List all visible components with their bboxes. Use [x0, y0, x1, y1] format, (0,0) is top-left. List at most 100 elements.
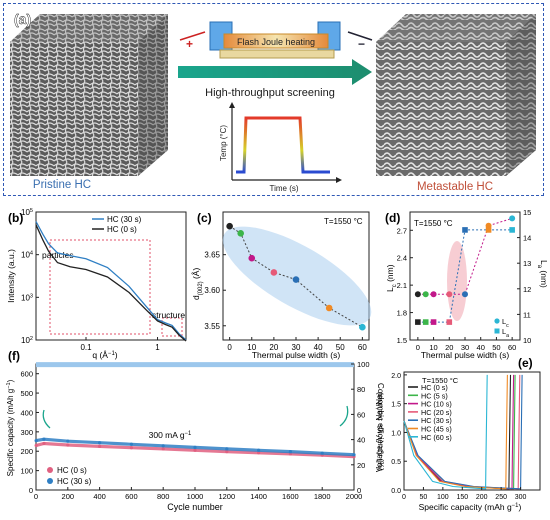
panel-d-y2tick-label: 11	[523, 310, 531, 319]
panel-f-xtick-label: 800	[157, 492, 170, 501]
panel-d-lc-point	[422, 291, 429, 298]
panel-c-point	[359, 323, 366, 331]
legend-hc0: HC (0 s)	[107, 225, 137, 234]
panel-d-ylabel: Lc (nm)	[385, 264, 398, 292]
panel-c-xtick-label: 0	[227, 343, 232, 352]
panel-d-xtick-label: 20	[445, 343, 453, 352]
panel-f-arrow-right	[339, 405, 349, 427]
panel-f-point-0	[98, 444, 102, 448]
panel-f-point-1	[98, 441, 102, 445]
panel-f-legend-hc0-marker	[47, 467, 53, 473]
panel-e-label: (e)	[518, 356, 533, 370]
pristine-hc-cube-image	[10, 14, 168, 176]
panel-f-ytick-label: 200	[20, 447, 33, 456]
panel-f-point-1	[257, 448, 261, 452]
panel-e-legend-1: HC (5 s)	[421, 391, 448, 400]
panel-f-ytick-label: 600	[20, 370, 33, 379]
panel-f-y2tick-label: 40	[357, 436, 365, 445]
panel-e-ytick-label: 0.0	[391, 488, 401, 495]
panel-e-xlabel: Specific capacity (mAh g−1)	[419, 502, 522, 512]
panel-c-point	[325, 304, 333, 312]
panel-b: (b) particles structure HC (30 s) HC (0 …	[6, 208, 187, 360]
panel-c-point	[237, 230, 244, 237]
panel-c-point	[248, 254, 256, 262]
panel-d-legend-lc-marker	[494, 318, 500, 324]
panel-e-legend-4: HC (30 s)	[421, 416, 452, 425]
panel-d-la-point	[446, 319, 453, 325]
panel-f-rate-annotation: 300 mA g−1	[149, 430, 192, 440]
panel-d-y2tick-label: 13	[523, 259, 531, 268]
panel-d-legend-lc: Lc	[502, 317, 509, 329]
minus-sign: −	[358, 37, 365, 51]
panel-e-xtick-label: 50	[420, 494, 428, 501]
panel-e-legend-3: HC (20 s)	[421, 408, 452, 417]
panel-d-lc-point	[446, 291, 453, 298]
legend-hc30: HC (30 s)	[107, 215, 142, 224]
panel-d-y2label: La (nm)	[536, 260, 549, 288]
structure-region-box	[161, 317, 183, 337]
panel-e-curve-4	[403, 374, 523, 490]
panel-b-ytick-label: 104	[21, 251, 33, 260]
trend-ellipse	[222, 226, 372, 326]
panel-d-y2tick-label: 15	[523, 208, 531, 217]
panel-f-point-0	[161, 447, 165, 451]
panel-f-point-1	[320, 451, 324, 455]
panel-b-label: (b)	[8, 211, 23, 225]
panel-f-legend-hc0: HC (0 s)	[57, 466, 87, 475]
metastable-hc-cube-image	[376, 14, 536, 176]
panel-b-ytick-label: 102	[21, 336, 33, 345]
panel-c-xlabel: Thermal pulse width (s)	[252, 350, 341, 360]
panel-f-point-1	[161, 444, 165, 448]
metastable-hc-caption: Metastable HC	[417, 181, 493, 193]
panel-c-label: (c)	[197, 211, 212, 225]
panel-e-curve-6	[403, 374, 488, 490]
panel-f-legend-hc30: HC (30 s)	[57, 477, 92, 486]
panel-f-ytick-label: 0	[29, 486, 33, 495]
panel-f-series-line-0	[35, 441, 355, 459]
panel-d-y2tick-label: 14	[523, 234, 531, 243]
screening-arrow	[178, 59, 372, 85]
panel-e-xtick-label: 0	[402, 494, 406, 501]
panel-b-ytick-label: 105	[21, 208, 33, 217]
panel-f-ylabel: Specific capacity (mAh g−1)	[6, 379, 15, 476]
panel-f-point-1	[193, 445, 197, 449]
panel-d-ytick-label: 2.1	[397, 281, 407, 290]
panel-d-legend-la-marker	[494, 328, 500, 334]
panel-f-y2label: Coulombic efficiency (%)	[376, 383, 385, 471]
panel-c-xtick-label: 20	[269, 343, 278, 352]
panel-f-point-1	[129, 442, 133, 446]
panel-f-point-1	[66, 439, 70, 443]
panel-c-ytick-label: 3.65	[204, 251, 220, 260]
panel-d-legend-la: La	[502, 327, 509, 339]
panel-e-ytick-label: 0.5	[391, 459, 401, 466]
panel-e-xtick-label: 200	[476, 494, 488, 501]
panel-e-xtick-label: 300	[515, 494, 527, 501]
panel-f-point-0	[34, 443, 38, 448]
panel-d-xtick-label: 60	[508, 343, 516, 352]
panel-f-xlabel: Cycle number	[167, 502, 223, 512]
structure-annotation: structure	[152, 310, 185, 320]
panel-d: (d) T=1550 °C 0 10 20 30 40 50 60 1.5 1.8 2.1 2.4 2…	[385, 208, 549, 360]
panel-b-ytick-label: 103	[21, 293, 33, 302]
particles-region-box	[49, 239, 151, 335]
panel-e-xtick-label: 250	[495, 494, 507, 501]
panel-b-xlabel: q (Å−1)	[92, 350, 117, 360]
panel-f-point-0	[66, 443, 70, 447]
temperature-profile-inset: Temp (°C) Time (s)	[219, 102, 342, 193]
panel-d-la-point	[509, 227, 515, 233]
panel-f-y2tick-label: 60	[357, 410, 365, 419]
panel-e-legend-0: HC (0 s)	[421, 383, 448, 392]
panel-f-xtick-label: 0	[34, 492, 38, 501]
inset-xlabel: Time (s)	[269, 184, 298, 193]
panel-f-point-1	[352, 453, 356, 457]
flash-joule-device: Flash Joule heating + −	[179, 21, 373, 59]
panel-d-lc-point	[509, 215, 516, 222]
panel-d-la-point	[430, 319, 437, 325]
panel-d-ytick-label: 1.5	[397, 336, 407, 345]
panel-b-xtick-label: 1	[155, 343, 160, 352]
panel-d-condition: T=1550 °C	[414, 219, 453, 228]
panel-f-xtick-label: 400	[93, 492, 106, 501]
panel-f-ytick-label: 400	[20, 408, 33, 417]
panel-f-label: (f)	[8, 349, 20, 363]
